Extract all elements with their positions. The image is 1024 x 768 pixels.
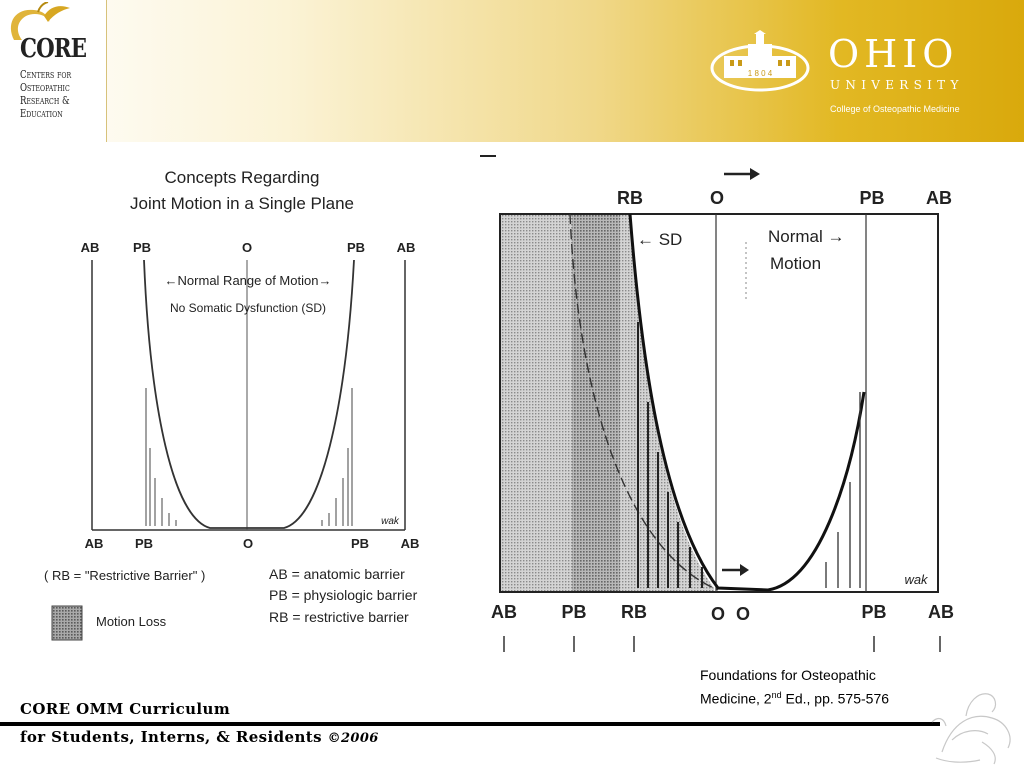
core-sub-line: Osteopathic xyxy=(20,81,70,94)
normal-range-label: ←Normal Range of Motion→ xyxy=(165,273,332,288)
left-title-line2: Joint Motion in a Single Plane xyxy=(130,194,354,213)
normal-motion-line1: Normal → xyxy=(768,227,845,246)
seal-year: 1 8 0 4 xyxy=(748,69,773,78)
right-bottom-label: O xyxy=(711,604,725,624)
small-right-arrow-icon xyxy=(722,564,749,576)
header-band: CORE Centers for Osteopathic Research & … xyxy=(0,0,1024,142)
original-curve-dashed xyxy=(569,213,719,591)
normal-side-hatching xyxy=(825,392,861,588)
motion-loss-zone xyxy=(500,214,572,592)
left-top-label: AB xyxy=(397,240,416,255)
left-title-line1: Concepts Regarding xyxy=(165,168,320,187)
right-bottom-label: RB xyxy=(621,602,647,622)
restricted-motion-curve xyxy=(628,213,866,592)
footer-title: CORE OMM Curriculum xyxy=(20,700,231,718)
footer-rule xyxy=(0,722,940,726)
left-bottom-label: AB xyxy=(401,536,420,551)
ohio-university-word: UNIVERSITY xyxy=(830,78,964,92)
right-bottom-label: AB xyxy=(491,602,517,622)
footer-subtitle: for Students, Interns, & Residents ©2006 xyxy=(20,728,379,746)
left-initials: wak xyxy=(381,516,400,527)
right-somatic-dysfunction-diagram: RB O PB AB ← SD Normal → Motion wak AB P… xyxy=(480,155,954,652)
citation-line1: Foundations for Osteopathic xyxy=(700,667,876,683)
left-joint-motion-diagram: Concepts Regarding Joint Motion in a Sin… xyxy=(44,168,420,641)
core-sub-line: Education xyxy=(20,107,63,120)
citation: Foundations for Osteopathic Medicine, 2n… xyxy=(700,665,889,709)
sd-label: ← SD xyxy=(637,230,682,249)
anatomy-sketch-icon xyxy=(931,693,1011,765)
barrier-hatching xyxy=(145,388,353,526)
motion-loss-zone-dark xyxy=(572,214,620,592)
core-sub-line: Research & xyxy=(20,94,70,107)
core-sub-line: Centers for xyxy=(20,68,72,81)
right-bottom-label: O xyxy=(736,604,750,624)
motion-loss-swatch xyxy=(51,605,83,641)
core-logo-subtitle: Centers for Osteopathic Research & Educa… xyxy=(20,68,71,120)
motion-loss-label: Motion Loss xyxy=(96,614,167,629)
ohio-university-seal: 1 8 0 4 xyxy=(710,30,810,92)
footer-audience: for Students, Interns, & Residents xyxy=(20,728,322,746)
right-top-label: O xyxy=(710,188,724,208)
right-top-label: AB xyxy=(926,188,952,208)
left-bottom-label: AB xyxy=(85,536,104,551)
left-bottom-label: PB xyxy=(135,536,153,551)
right-arrow-icon xyxy=(724,168,760,180)
ohio-name: OHIO xyxy=(828,32,959,76)
legend-rb-def: RB = restrictive barrier xyxy=(269,609,409,625)
left-top-label: AB xyxy=(81,240,100,255)
citation-line2-pre: Medicine, 2 xyxy=(700,690,772,707)
citation-line2-post: Ed., pp. 575-576 xyxy=(781,690,890,707)
college-name: College of Osteopathic Medicine xyxy=(830,104,960,114)
left-top-label: O xyxy=(242,240,252,255)
right-bottom-label: PB xyxy=(561,602,586,622)
right-top-label: PB xyxy=(859,188,884,208)
right-bottom-label: AB xyxy=(928,602,954,622)
no-sd-label: No Somatic Dysfunction (SD) xyxy=(170,301,326,315)
right-frame xyxy=(499,213,939,593)
core-logo: CORE Centers for Osteopathic Research & … xyxy=(0,0,107,142)
normal-motion-curve xyxy=(143,259,355,529)
footer-copyright: ©2006 xyxy=(327,731,379,746)
left-top-label: PB xyxy=(347,240,365,255)
right-initials: wak xyxy=(904,572,929,587)
rb-note: ( RB = "Restrictive Barrier" ) xyxy=(44,568,205,583)
bottom-tick-marks xyxy=(503,636,941,652)
citation-line2: Medicine, 2nd Ed., pp. 575-576 xyxy=(700,685,889,709)
left-bottom-label: O xyxy=(243,536,253,551)
left-top-label: PB xyxy=(133,240,151,255)
left-bottom-label: PB xyxy=(351,536,369,551)
citation-edition-suffix: nd xyxy=(771,690,782,700)
restricted-area xyxy=(620,214,714,592)
core-logo-word: CORE xyxy=(20,34,87,64)
legend-ab-def: AB = anatomic barrier xyxy=(269,566,405,582)
right-bottom-label: PB xyxy=(861,602,886,622)
apple-icon xyxy=(10,2,70,40)
normal-motion-line2: Motion xyxy=(770,254,821,273)
restriction-hatching xyxy=(637,322,703,588)
legend-pb-def: PB = physiologic barrier xyxy=(269,587,418,603)
right-top-label: RB xyxy=(617,188,643,208)
